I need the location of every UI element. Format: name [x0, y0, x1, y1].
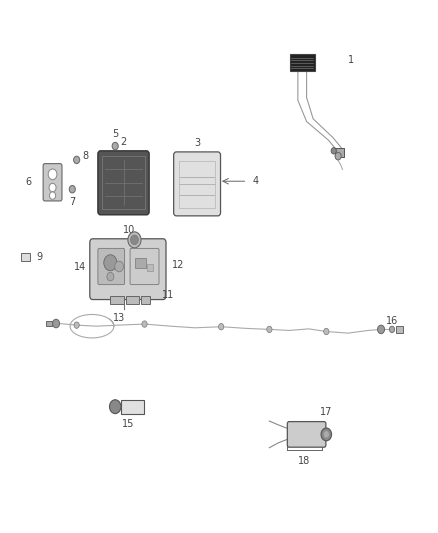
Circle shape: [49, 183, 56, 192]
Text: 16: 16: [386, 316, 399, 326]
Text: 15: 15: [122, 419, 134, 430]
Circle shape: [324, 328, 329, 335]
Circle shape: [331, 148, 336, 154]
Circle shape: [110, 400, 121, 414]
FancyBboxPatch shape: [173, 152, 221, 216]
Circle shape: [321, 428, 332, 441]
Circle shape: [267, 326, 272, 333]
FancyBboxPatch shape: [90, 239, 166, 300]
Circle shape: [112, 142, 118, 150]
Circle shape: [335, 152, 341, 160]
Bar: [141, 296, 150, 304]
Circle shape: [378, 325, 385, 334]
Bar: [46, 321, 52, 326]
Text: 7: 7: [69, 197, 75, 207]
Text: 12: 12: [172, 260, 184, 270]
Circle shape: [74, 322, 79, 328]
Circle shape: [389, 326, 395, 333]
Bar: [121, 400, 144, 414]
Bar: [396, 326, 403, 333]
Bar: [102, 156, 145, 209]
Bar: [21, 253, 30, 261]
FancyBboxPatch shape: [287, 422, 326, 447]
Text: 1: 1: [348, 55, 354, 65]
Text: 13: 13: [113, 313, 125, 323]
Circle shape: [115, 261, 124, 272]
Circle shape: [69, 185, 75, 193]
Circle shape: [104, 255, 117, 271]
Circle shape: [142, 321, 147, 327]
Text: 8: 8: [82, 151, 88, 160]
Text: 4: 4: [253, 176, 259, 186]
Text: 3: 3: [194, 138, 200, 148]
Text: 14: 14: [74, 262, 86, 271]
Circle shape: [131, 235, 138, 245]
FancyBboxPatch shape: [98, 151, 149, 215]
Text: 2: 2: [120, 137, 127, 147]
FancyBboxPatch shape: [43, 164, 62, 201]
Bar: [110, 296, 124, 304]
Circle shape: [74, 156, 80, 164]
Circle shape: [219, 324, 224, 330]
FancyBboxPatch shape: [130, 248, 159, 285]
Bar: [290, 54, 315, 71]
Text: 18: 18: [298, 456, 311, 466]
Text: 6: 6: [26, 177, 32, 187]
Circle shape: [323, 431, 329, 438]
Bar: [135, 258, 145, 268]
Bar: [146, 264, 153, 271]
Text: 10: 10: [123, 224, 135, 235]
Circle shape: [49, 192, 56, 199]
Bar: [126, 296, 139, 304]
Circle shape: [107, 272, 114, 281]
Bar: [335, 148, 344, 157]
Bar: [180, 160, 215, 184]
Bar: [180, 183, 215, 208]
Text: 5: 5: [112, 128, 118, 139]
Circle shape: [53, 319, 60, 328]
Circle shape: [128, 232, 141, 248]
Text: 11: 11: [162, 290, 174, 300]
Text: 9: 9: [36, 252, 42, 262]
Circle shape: [48, 169, 57, 180]
FancyBboxPatch shape: [98, 248, 124, 285]
Text: 17: 17: [320, 407, 332, 417]
